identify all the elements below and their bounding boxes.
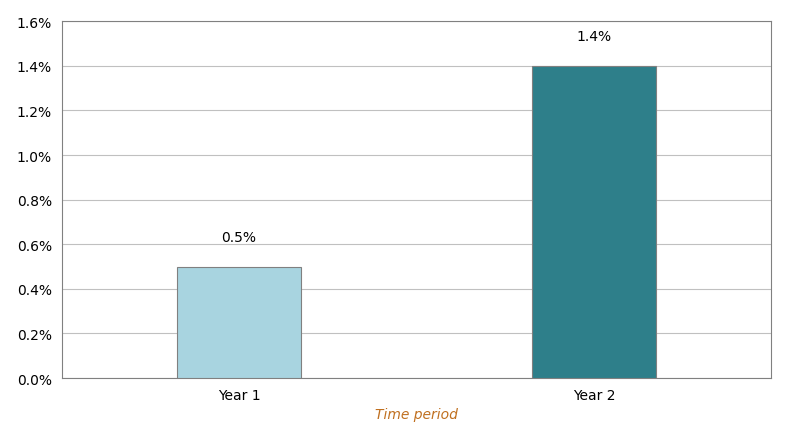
Bar xyxy=(177,267,301,378)
Text: 0.5%: 0.5% xyxy=(221,231,257,245)
Text: 1.4%: 1.4% xyxy=(576,30,611,44)
Bar xyxy=(532,67,656,378)
X-axis label: Time period: Time period xyxy=(375,407,458,421)
